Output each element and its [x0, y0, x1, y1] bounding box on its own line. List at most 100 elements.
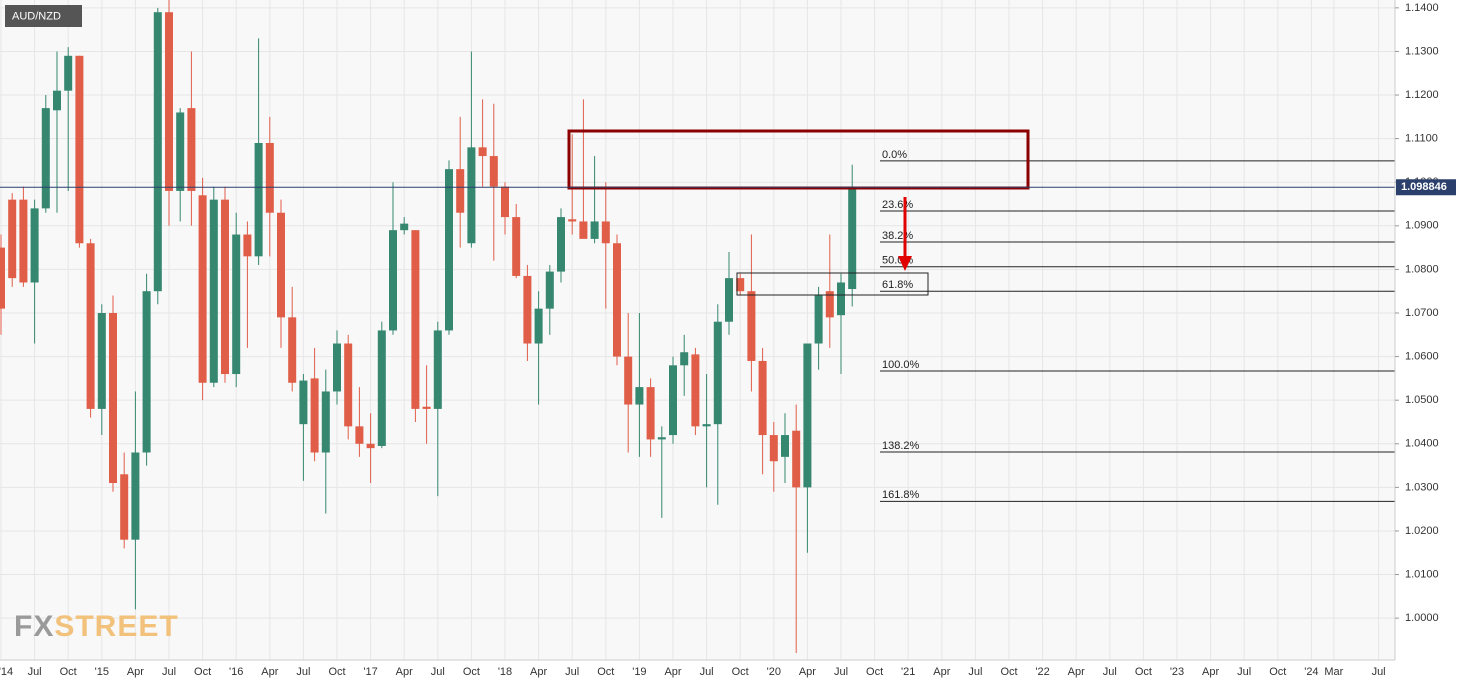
candle-body [254, 142, 263, 257]
candle-body [669, 365, 677, 436]
candle-body [501, 186, 509, 218]
x-tick-label: Apr [261, 666, 278, 678]
candle-body [646, 387, 655, 440]
price-axis-panel [1395, 0, 1467, 685]
x-tick-label: Jul [28, 666, 42, 678]
candle-body [803, 343, 812, 488]
candle-body [489, 156, 498, 187]
x-tick-label: Apr [530, 666, 547, 678]
x-tick-label: Jul [296, 666, 310, 678]
candle-body [366, 443, 375, 449]
candle-body [265, 142, 274, 213]
candle-body [837, 282, 845, 316]
candle-body [478, 147, 487, 157]
candle-body [75, 55, 84, 244]
candle-body [153, 12, 162, 292]
last-price-badge [1396, 179, 1456, 196]
support-box [736, 272, 929, 296]
candle-body [389, 230, 397, 331]
candle-body [232, 234, 241, 375]
resistance-box [567, 129, 1030, 190]
candle-body [769, 435, 778, 462]
x-tick-label: Oct [1269, 666, 1286, 678]
candle-body [691, 354, 700, 427]
candle-body [86, 243, 95, 409]
watermark-fx: FX [14, 610, 54, 643]
candle-body [344, 343, 353, 427]
y-tick-label: 1.0200 [1405, 525, 1439, 537]
candle-body [333, 343, 341, 392]
candle-body [713, 321, 722, 425]
candle-body [53, 90, 61, 111]
candle-body [109, 312, 117, 484]
y-tick-label: 1.0300 [1405, 481, 1439, 493]
fibonacci: 0.0%23.6%38.2%50.0%61.8%100.0%138.2%161.… [880, 149, 1395, 502]
y-tick-label: 1.1300 [1405, 45, 1439, 57]
candle-body [8, 199, 17, 279]
fib-label: 38.2% [882, 230, 913, 242]
y-tick-label: 1.0000 [1405, 612, 1439, 624]
y-tick-label: 1.1400 [1405, 2, 1439, 14]
candle-body [41, 108, 50, 209]
candle-body [613, 243, 621, 357]
x-tick-label: Apr [664, 666, 681, 678]
candle-body [165, 12, 173, 191]
x-tick-label: Oct [732, 666, 749, 678]
axes: 1.14001.13001.12001.11001.10001.09001.08… [0, 2, 1456, 678]
fib-label: 0.0% [882, 149, 907, 161]
candle-body [19, 199, 28, 283]
candle-body [624, 356, 633, 405]
x-tick-label: '23 [1170, 666, 1184, 678]
x-tick-label: Apr [799, 666, 816, 678]
candle-body [601, 221, 610, 244]
x-tick-label: Apr [127, 666, 144, 678]
candle-body [209, 199, 218, 383]
candle-body [377, 330, 386, 446]
x-tick-label: Jul [565, 666, 579, 678]
x-tick-label: Apr [933, 666, 950, 678]
candle-body [568, 219, 577, 222]
y-tick-label: 1.0600 [1405, 350, 1439, 362]
candle-body [534, 308, 543, 344]
candle-body [64, 55, 73, 91]
y-tick-label: 1.0400 [1405, 438, 1439, 450]
x-tick-label: Jul [834, 666, 848, 678]
grid [0, 0, 1395, 660]
candle-body [781, 435, 789, 457]
candle-body [792, 430, 801, 488]
y-tick-label: 1.1100 [1405, 133, 1438, 145]
fib-label: 161.8% [882, 489, 920, 501]
candle-body [422, 406, 431, 409]
symbol-badge [5, 5, 82, 27]
candle-body [445, 169, 453, 331]
candle-body [512, 217, 521, 276]
candle-body [198, 195, 207, 383]
x-tick-label: '15 [95, 666, 109, 678]
y-tick-label: 1.1200 [1405, 89, 1439, 101]
x-tick-label: '19 [632, 666, 646, 678]
x-tick-label: Jul [431, 666, 445, 678]
x-tick-label: Oct [60, 666, 77, 678]
candle-body [467, 147, 476, 244]
candle-body [243, 234, 252, 257]
x-tick-label: Jul [1237, 666, 1251, 678]
fib-label: 23.6% [882, 199, 913, 211]
x-tick-label: Oct [328, 666, 345, 678]
candles [0, 0, 857, 654]
candle-body [545, 271, 554, 309]
candle-body [758, 360, 767, 436]
candle-body [120, 474, 129, 540]
candle-body [400, 223, 409, 231]
candle-body [355, 426, 364, 444]
candle-body [433, 330, 442, 409]
candle-body [814, 295, 823, 344]
chart-title: AUD/NZD [12, 10, 61, 22]
candle-body [299, 380, 308, 425]
fib-label: 138.2% [882, 440, 920, 452]
x-tick-label: Oct [1135, 666, 1152, 678]
y-tick-label: 1.0700 [1405, 307, 1439, 319]
candle-body [0, 247, 5, 309]
fib-label: 100.0% [882, 359, 920, 371]
x-tick-label: Apr [1202, 666, 1219, 678]
